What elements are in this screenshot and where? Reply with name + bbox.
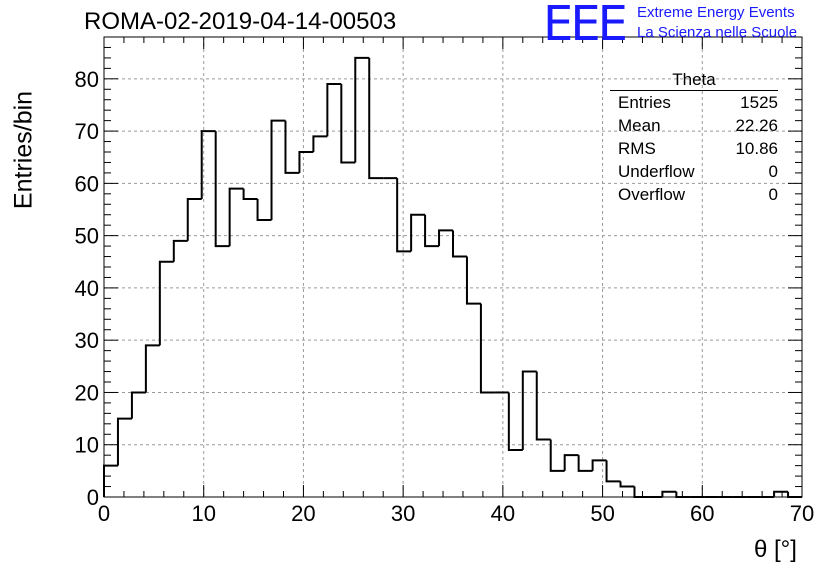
stats-label: RMS <box>618 139 656 158</box>
histogram-bin <box>340 84 356 164</box>
histogram-bin <box>158 260 174 346</box>
histogram-bin <box>452 230 467 258</box>
histogram-bin <box>326 83 342 137</box>
histogram-bin <box>591 459 607 471</box>
histogram-bin <box>103 464 118 497</box>
y-tick-label: 20 <box>75 380 99 405</box>
y-tick-label: 0 <box>87 485 99 510</box>
histogram-bin <box>605 460 621 483</box>
histogram-bin <box>298 151 314 173</box>
histogram-bin <box>410 213 426 252</box>
histogram-bin <box>200 130 216 200</box>
histogram-bin <box>479 303 495 394</box>
y-tick-label: 50 <box>75 224 99 249</box>
histogram-bin <box>619 481 635 488</box>
histogram-bin <box>354 56 370 163</box>
histogram-bin <box>130 391 146 419</box>
x-tick-label: 10 <box>191 501 215 526</box>
histogram-bin <box>438 229 453 247</box>
histogram-bin <box>633 486 649 498</box>
y-tick-label: 60 <box>75 171 99 196</box>
stats-row-entries: Entries 1525 <box>610 91 778 114</box>
x-tick-label: 60 <box>690 501 714 526</box>
histogram-bin <box>242 188 258 201</box>
stats-value: 10.86 <box>735 139 778 158</box>
histogram-bin <box>256 199 272 221</box>
y-tick-label: 40 <box>75 276 99 301</box>
histogram-bin <box>368 57 384 180</box>
stats-box: Theta Entries 1525 Mean 22.26 RMS 10.86 … <box>610 70 778 206</box>
y-tick-label: 70 <box>75 119 99 144</box>
histogram-bin <box>535 371 551 441</box>
x-tick-label: 50 <box>590 501 614 526</box>
y-axis-label-box: Entries/bin <box>4 91 44 209</box>
histogram-bin <box>465 256 481 305</box>
histogram-bin <box>172 239 188 262</box>
y-axis-label: Entries/bin <box>9 90 38 210</box>
histogram-bin <box>773 490 789 497</box>
x-tick-label: 30 <box>391 501 415 526</box>
stats-label: Mean <box>618 116 661 135</box>
logo-caption-line2: La Scienza nelle Scuole <box>637 24 798 41</box>
histogram-bin <box>312 135 328 152</box>
plot-title: ROMA-02-2019-04-14-00503 <box>84 8 397 35</box>
x-tick-label: 20 <box>291 501 315 526</box>
histogram-bin <box>396 178 412 253</box>
histogram-bin <box>228 187 244 247</box>
histogram-bin <box>521 370 537 450</box>
x-tick-label: 40 <box>491 501 515 526</box>
logo-caption: Extreme Energy Events La Scienza nelle S… <box>637 3 797 43</box>
histogram-bin <box>424 214 440 248</box>
histogram-bin <box>661 490 677 497</box>
eee-logo: EEE <box>543 0 628 52</box>
stats-row-underflow: Underflow 0 <box>610 160 778 183</box>
histogram-bin <box>563 454 579 471</box>
histogram-bin <box>116 417 132 466</box>
y-tick-label: 30 <box>75 328 99 353</box>
stats-row-overflow: Overflow 0 <box>610 183 778 206</box>
histogram-bin <box>577 455 593 472</box>
stats-row-rms: RMS 10.86 <box>610 137 778 160</box>
histogram-bin <box>549 439 565 472</box>
stats-value: 1525 <box>740 93 778 112</box>
stats-value: 0 <box>768 162 778 181</box>
histogram-bin <box>270 119 286 220</box>
histogram-bin <box>214 131 230 248</box>
histogram-bin <box>144 344 160 393</box>
x-tick-label: 70 <box>790 501 814 526</box>
stats-title: Theta <box>610 70 778 91</box>
y-tick-label: 10 <box>75 433 99 458</box>
y-tick-label: 80 <box>75 67 99 92</box>
histogram-bin <box>675 491 691 498</box>
stats-label: Entries <box>618 93 671 112</box>
stats-label: Overflow <box>618 185 686 204</box>
stats-value: 22.26 <box>735 116 778 135</box>
histogram-bin <box>186 198 202 241</box>
histogram-bin <box>507 392 523 451</box>
x-axis-label: θ [°] <box>754 536 797 563</box>
stats-value: 0 <box>768 185 778 204</box>
stats-label: Underflow <box>618 162 695 181</box>
x-tick-label: 0 <box>98 501 110 526</box>
histogram-bin <box>787 491 802 498</box>
logo-caption-line1: Extreme Energy Events <box>637 4 795 21</box>
stats-row-mean: Mean 22.26 <box>610 114 778 137</box>
histogram-bin <box>284 120 300 174</box>
